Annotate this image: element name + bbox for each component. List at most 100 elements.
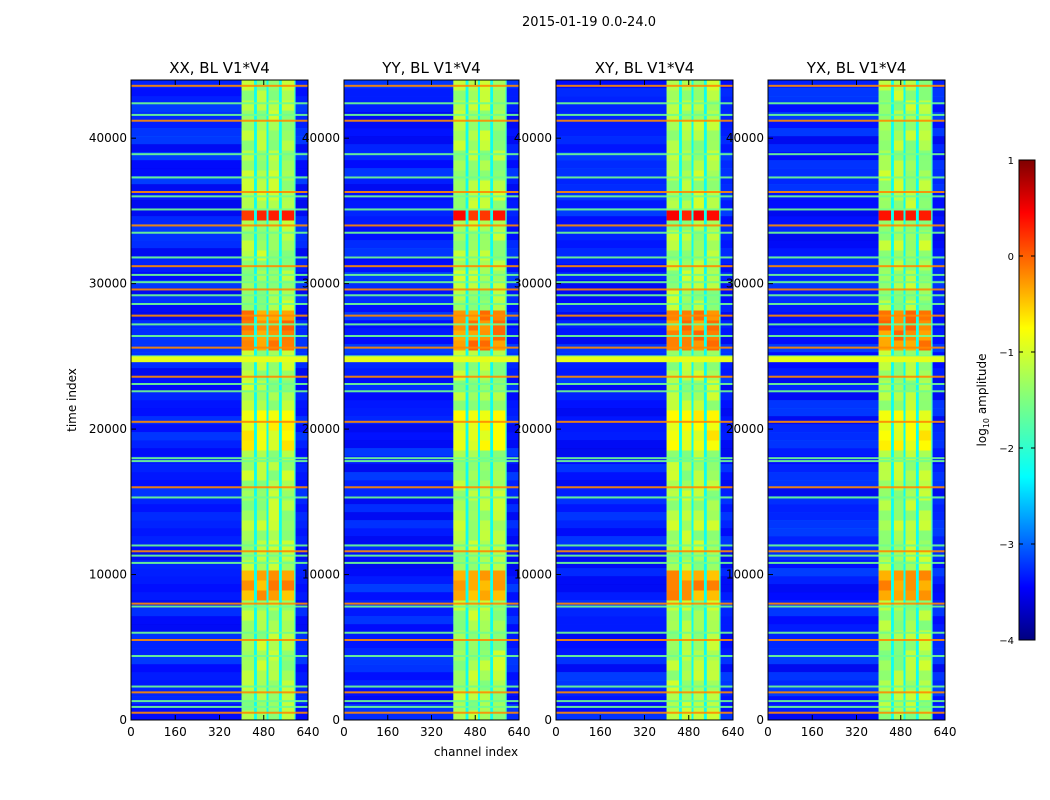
noise-row <box>131 224 308 233</box>
rfi-band <box>344 356 519 363</box>
noise-row <box>556 288 733 297</box>
signal-cell <box>893 390 904 401</box>
signal-cell <box>681 600 692 611</box>
signal-cell <box>681 620 692 631</box>
signal-cell <box>256 200 267 211</box>
signal-cell <box>241 490 255 501</box>
signal-cell <box>706 570 720 581</box>
signal-cell <box>878 190 892 201</box>
signal-cell <box>918 610 932 621</box>
signal-cell <box>468 490 478 501</box>
signal-cell <box>493 370 506 381</box>
noise-row <box>556 232 733 241</box>
signal-cell <box>666 470 680 481</box>
signal-cell <box>878 230 892 241</box>
noise-row <box>556 640 733 649</box>
y-tick-label: 10000 <box>302 568 340 582</box>
signal-cell <box>666 710 680 721</box>
signal-cell <box>468 630 478 641</box>
y-tick-label: 30000 <box>302 277 340 291</box>
noise-row <box>131 648 308 657</box>
signal-cell <box>493 510 506 521</box>
rfi-line <box>556 224 733 227</box>
noise-row <box>344 496 519 505</box>
signal-cell <box>468 390 478 401</box>
signal-cell <box>268 430 279 441</box>
signal-cell <box>878 460 892 471</box>
signal-cell <box>905 350 916 361</box>
signal-cell <box>693 280 704 291</box>
noise-row <box>556 408 733 417</box>
signal-cell <box>493 360 506 371</box>
signal-cell <box>666 180 680 191</box>
noise-row <box>556 656 733 665</box>
signal-cell <box>706 610 720 621</box>
signal-cell <box>666 160 680 171</box>
signal-cell <box>468 560 478 571</box>
signal-cell <box>666 250 680 261</box>
signal-cell <box>256 140 267 151</box>
rfi-line <box>556 231 733 234</box>
noise-row <box>131 136 308 145</box>
signal-cell <box>281 160 295 171</box>
noise-row <box>131 664 308 673</box>
signal-cell <box>666 580 680 591</box>
noise-row <box>556 488 733 497</box>
signal-cell <box>468 680 478 691</box>
signal-cell <box>918 360 932 371</box>
signal-cell <box>468 130 478 141</box>
noise-row <box>131 400 308 409</box>
signal-cell <box>681 230 692 241</box>
signal-cell <box>281 490 295 501</box>
noise-row <box>556 224 733 233</box>
signal-cell <box>918 90 932 101</box>
signal-cell <box>256 250 267 261</box>
noise-row <box>768 384 945 393</box>
signal-cell <box>918 160 932 171</box>
signal-cell <box>666 640 680 651</box>
signal-cell <box>493 450 506 461</box>
signal-cell <box>706 690 720 701</box>
signal-cell <box>706 600 720 611</box>
noise-row <box>344 144 519 153</box>
rfi-line <box>556 544 733 547</box>
noise-row <box>768 656 945 665</box>
signal-cell <box>666 600 680 611</box>
noise-row <box>768 432 945 441</box>
column-gap <box>903 80 906 720</box>
signal-cell <box>693 490 704 501</box>
signal-cell <box>493 190 506 201</box>
signal-cell <box>681 300 692 311</box>
signal-cell <box>893 410 904 421</box>
signal-cell <box>666 150 680 161</box>
noise-row <box>131 240 308 249</box>
noise-row <box>768 376 945 385</box>
signal-cell <box>256 130 267 141</box>
x-tick-label: 160 <box>589 725 612 739</box>
noise-row <box>768 264 945 273</box>
signal-cell <box>241 240 255 251</box>
rfi-line <box>344 375 519 378</box>
signal-cell <box>681 580 692 591</box>
signal-cell <box>878 410 892 421</box>
signal-cell <box>468 530 478 541</box>
signal-cell <box>241 250 255 261</box>
rfi-line <box>768 700 945 703</box>
signal-cell <box>281 700 295 711</box>
rfi-line <box>768 294 945 297</box>
signal-cell <box>453 120 466 131</box>
noise-row <box>131 304 308 313</box>
signal-cell <box>281 350 295 361</box>
signal-cell <box>453 130 466 141</box>
signal-cell <box>878 690 892 701</box>
noise-row <box>556 368 733 377</box>
noise-row <box>556 128 733 137</box>
signal-cell <box>905 170 916 181</box>
signal-cell <box>918 170 932 181</box>
panel-title: YX, BL V1*V4 <box>806 59 907 77</box>
signal-cell <box>918 700 932 711</box>
signal-cell <box>878 440 892 451</box>
signal-cell <box>666 700 680 711</box>
signal-cell <box>878 210 892 221</box>
rfi-line <box>131 554 308 557</box>
